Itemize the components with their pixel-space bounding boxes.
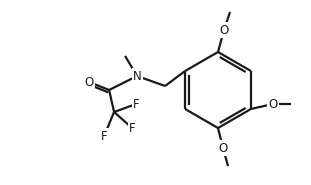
Text: F: F: [133, 97, 139, 110]
Text: O: O: [219, 23, 229, 36]
Text: F: F: [129, 122, 135, 134]
Text: F: F: [101, 130, 107, 142]
Text: O: O: [85, 75, 94, 88]
Text: O: O: [268, 97, 277, 110]
Text: O: O: [218, 142, 228, 154]
Text: N: N: [133, 70, 142, 83]
